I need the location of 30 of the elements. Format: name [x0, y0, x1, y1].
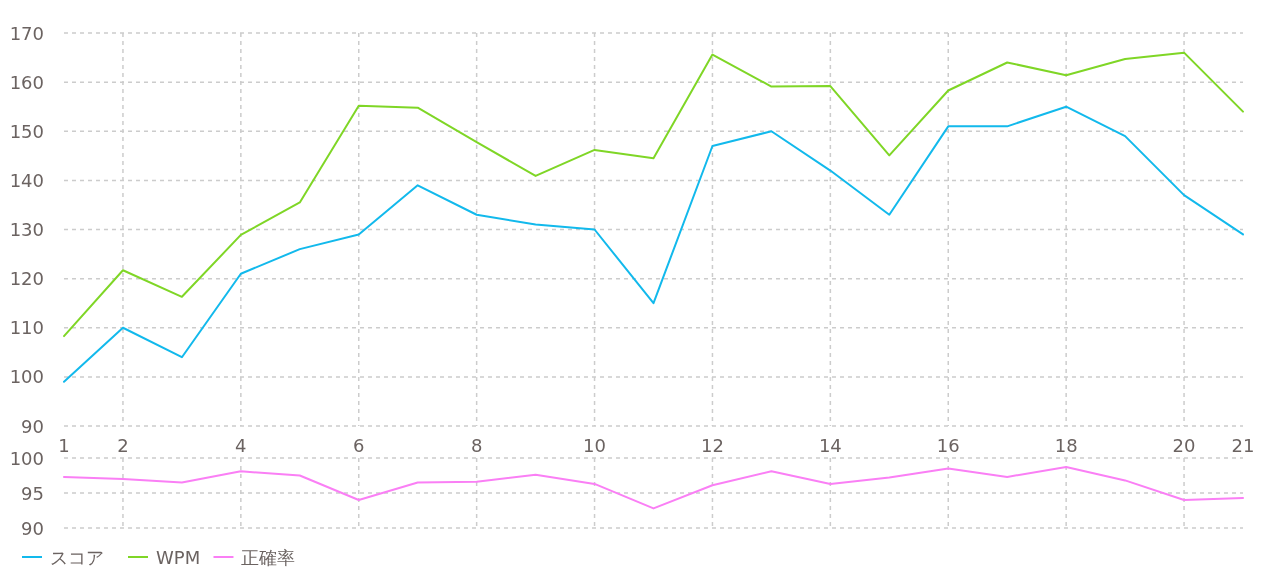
legend-label: WPM: [156, 546, 201, 568]
x-tick-label: 18: [1054, 434, 1078, 456]
y-tick-label: 120: [9, 268, 44, 290]
y-tick-label: 150: [9, 120, 44, 142]
x-tick-label: 8: [470, 434, 483, 456]
y-tick-label: 90: [21, 517, 44, 539]
y-tick-label: 100: [9, 366, 44, 388]
y-tick-label: 100: [9, 447, 44, 469]
x-tick-label: 21: [1231, 434, 1255, 456]
line-series: [63, 51, 1244, 338]
x-tick-label: 12: [701, 434, 724, 456]
y-tick-label: 160: [9, 71, 44, 93]
x-tick-label: 16: [936, 434, 960, 456]
line-series: [63, 105, 1244, 383]
legend-label: 正確率: [241, 546, 296, 568]
x-tick-label: 20: [1172, 434, 1196, 456]
x-tick-label: 2: [117, 434, 129, 456]
x-tick-label: 4: [235, 434, 247, 456]
legend-label: スコア: [50, 546, 104, 568]
y-tick-label: 130: [9, 219, 44, 240]
x-tick-label: 14: [818, 434, 842, 456]
y-tick-label: 95: [21, 482, 44, 504]
x-tick-label: 6: [353, 434, 365, 456]
x-tick-label: 1: [58, 434, 70, 456]
line-series: [63, 466, 1244, 510]
y-tick-label: 110: [9, 317, 44, 339]
x-tick-label: 10: [583, 434, 606, 456]
y-tick-label: 90: [21, 415, 44, 437]
y-tick-label: 140: [9, 169, 44, 191]
y-tick-label: 170: [9, 22, 44, 44]
